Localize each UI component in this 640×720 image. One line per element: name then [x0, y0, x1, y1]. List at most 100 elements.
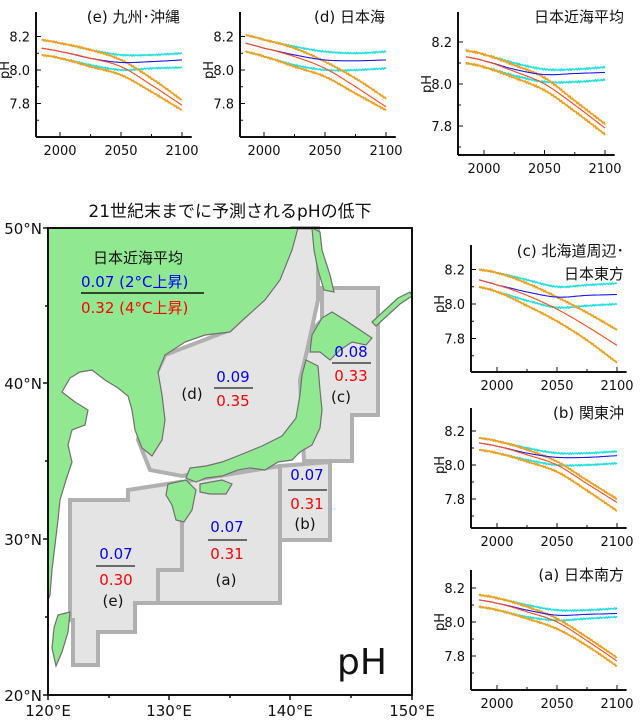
y-tick-label: 8.2 — [444, 582, 465, 597]
y-tick-label: 7.8 — [9, 98, 30, 113]
y-tick-label: 8.2 — [444, 425, 465, 440]
chart-avg: 2000 2050 2100 8.2 8.0 7.8 pH 日本近海平均 — [420, 8, 624, 177]
y-tick-label: 7.8 — [431, 120, 452, 135]
chart-a: 2000 2050 2100 8.2 8.0 7.8 pH (a) 日本南方 — [433, 566, 634, 712]
series-line-mean4 — [41, 47, 183, 106]
region-value-4c: 0.35 — [216, 392, 249, 410]
chart-title: 日本近海平均 — [534, 8, 624, 26]
land-honshu — [185, 359, 323, 483]
series-line-lo4 — [478, 285, 618, 364]
lat-label: 30°N — [4, 531, 42, 549]
x-tick-label: 2050 — [540, 535, 573, 550]
region-value-2c: 0.07 — [210, 518, 243, 536]
series-line-up2 — [41, 38, 183, 57]
y-axis-label: pH — [0, 61, 13, 79]
x-tick-label: 2100 — [600, 697, 633, 712]
lon-label: 120°E — [25, 702, 71, 720]
y-tick-label: 8.2 — [431, 36, 452, 51]
series-line-mean4 — [478, 279, 618, 346]
land-shikoku — [199, 479, 233, 495]
x-tick-label: 2000 — [467, 162, 500, 177]
land-kyushu — [165, 479, 197, 523]
region-value-2c: 0.09 — [216, 368, 249, 386]
region-id: (e) — [103, 592, 124, 610]
region-value-4c: 0.30 — [99, 571, 132, 589]
chart-title: (c) 北海道周辺･ — [517, 242, 624, 260]
series-line-lo4 — [41, 53, 183, 111]
legend-value-2c: 0.07 (2°C上昇) — [81, 273, 188, 291]
region-id: (b) — [294, 515, 315, 533]
y-tick-label: 8.0 — [213, 64, 234, 79]
series-line-mean4 — [478, 442, 618, 503]
lon-label: 130°E — [146, 702, 192, 720]
region-c-label: 0.08 0.33 (c) — [331, 343, 371, 406]
x-tick-label: 2100 — [369, 144, 402, 159]
land-hokkaido — [309, 311, 373, 361]
region-value-4c: 0.33 — [334, 367, 367, 385]
x-tick-label: 2100 — [588, 162, 621, 177]
lon-axis-labels: 120°E 130°E 140°E 150°E — [25, 702, 435, 720]
series-line-up4 — [478, 436, 618, 500]
land-sakhalin — [311, 226, 335, 293]
y-tick-label: 8.2 — [444, 264, 465, 279]
series-line-up4 — [478, 268, 618, 331]
y-tick-label: 7.8 — [444, 333, 465, 348]
y-axis-label: pH — [202, 61, 217, 79]
y-tick-label: 8.0 — [9, 64, 30, 79]
series-line-lo4 — [478, 605, 618, 667]
series-line-up4 — [41, 38, 183, 101]
y-tick-label: 8.0 — [444, 298, 465, 313]
series-line-lo4 — [465, 61, 606, 136]
lat-label: 20°N — [4, 687, 42, 705]
y-tick-label: 8.2 — [213, 31, 234, 46]
x-tick-label: 2000 — [247, 144, 280, 159]
y-tick-label: 7.8 — [444, 493, 465, 508]
series-line-lo4 — [245, 50, 387, 112]
region-d-label: 0.09 0.35 (d) — [181, 368, 253, 410]
y-tick-label: 8.0 — [444, 616, 465, 631]
map-frame — [43, 226, 413, 700]
series-line-up2 — [478, 436, 618, 456]
land-taiwan — [51, 611, 71, 668]
x-tick-label: 2100 — [600, 379, 633, 394]
x-tick-label: 2100 — [600, 535, 633, 550]
y-axis-label: pH — [433, 613, 448, 631]
x-tick-label: 2000 — [480, 697, 513, 712]
map-title: 21世紀末までに予測されるpHの低下 — [88, 202, 371, 222]
series-line-up2 — [478, 593, 618, 613]
legend-title: 日本近海平均 — [93, 249, 183, 267]
region-value-2c: 0.08 — [334, 343, 367, 361]
series-line-mean4 — [465, 56, 606, 129]
lat-label: 40°N — [4, 375, 42, 393]
series-line-lo4 — [478, 448, 618, 512]
chart-e: 2000 2050 2100 8.2 8.0 7.8 pH (e) 九州･沖縄 — [0, 8, 199, 159]
y-tick-label: 7.8 — [444, 650, 465, 665]
region-e-area — [68, 479, 184, 667]
chart-d: 2000 2050 2100 8.2 8.0 7.8 pH (d) 日本海 — [202, 8, 403, 159]
series-line-up4 — [245, 33, 387, 100]
x-tick-label: 2050 — [540, 379, 573, 394]
chart-title: (e) 九州･沖縄 — [87, 8, 180, 26]
region-e-label: 0.07 0.30 (e) — [96, 545, 135, 610]
series-line-mean4 — [245, 42, 387, 108]
legend-value-4c: 0.32 (4°C上昇) — [81, 299, 188, 317]
x-tick-label: 2000 — [480, 379, 513, 394]
chart-b: 2000 2050 2100 8.2 8.0 7.8 pH (b) 関東沖 — [433, 404, 634, 550]
series-line-up4 — [465, 49, 606, 126]
x-tick-label: 2050 — [308, 144, 341, 159]
x-tick-label: 2000 — [43, 144, 76, 159]
y-tick-label: 7.8 — [213, 98, 234, 113]
x-tick-label: 2000 — [480, 535, 513, 550]
land-asia-continent — [47, 227, 299, 601]
series-line-mean4 — [478, 599, 618, 662]
chart-c: 2000 2050 2100 8.2 8.0 7.8 pH (c) 北海道周辺･ 日本東方 — [433, 242, 634, 394]
series-line-up2 — [245, 33, 387, 55]
lon-label: 140°E — [267, 702, 313, 720]
y-tick-label: 8.0 — [431, 78, 452, 93]
region-a-label: 0.07 0.31 (a) — [208, 518, 247, 589]
map-legend: 日本近海平均 0.07 (2°C上昇) 0.32 (4°C上昇) — [81, 249, 204, 317]
lat-axis-labels: 50°N 40°N 30°N 20°N — [4, 220, 42, 705]
x-tick-label: 2100 — [165, 144, 198, 159]
chart-title: (b) 関東沖 — [553, 404, 624, 422]
